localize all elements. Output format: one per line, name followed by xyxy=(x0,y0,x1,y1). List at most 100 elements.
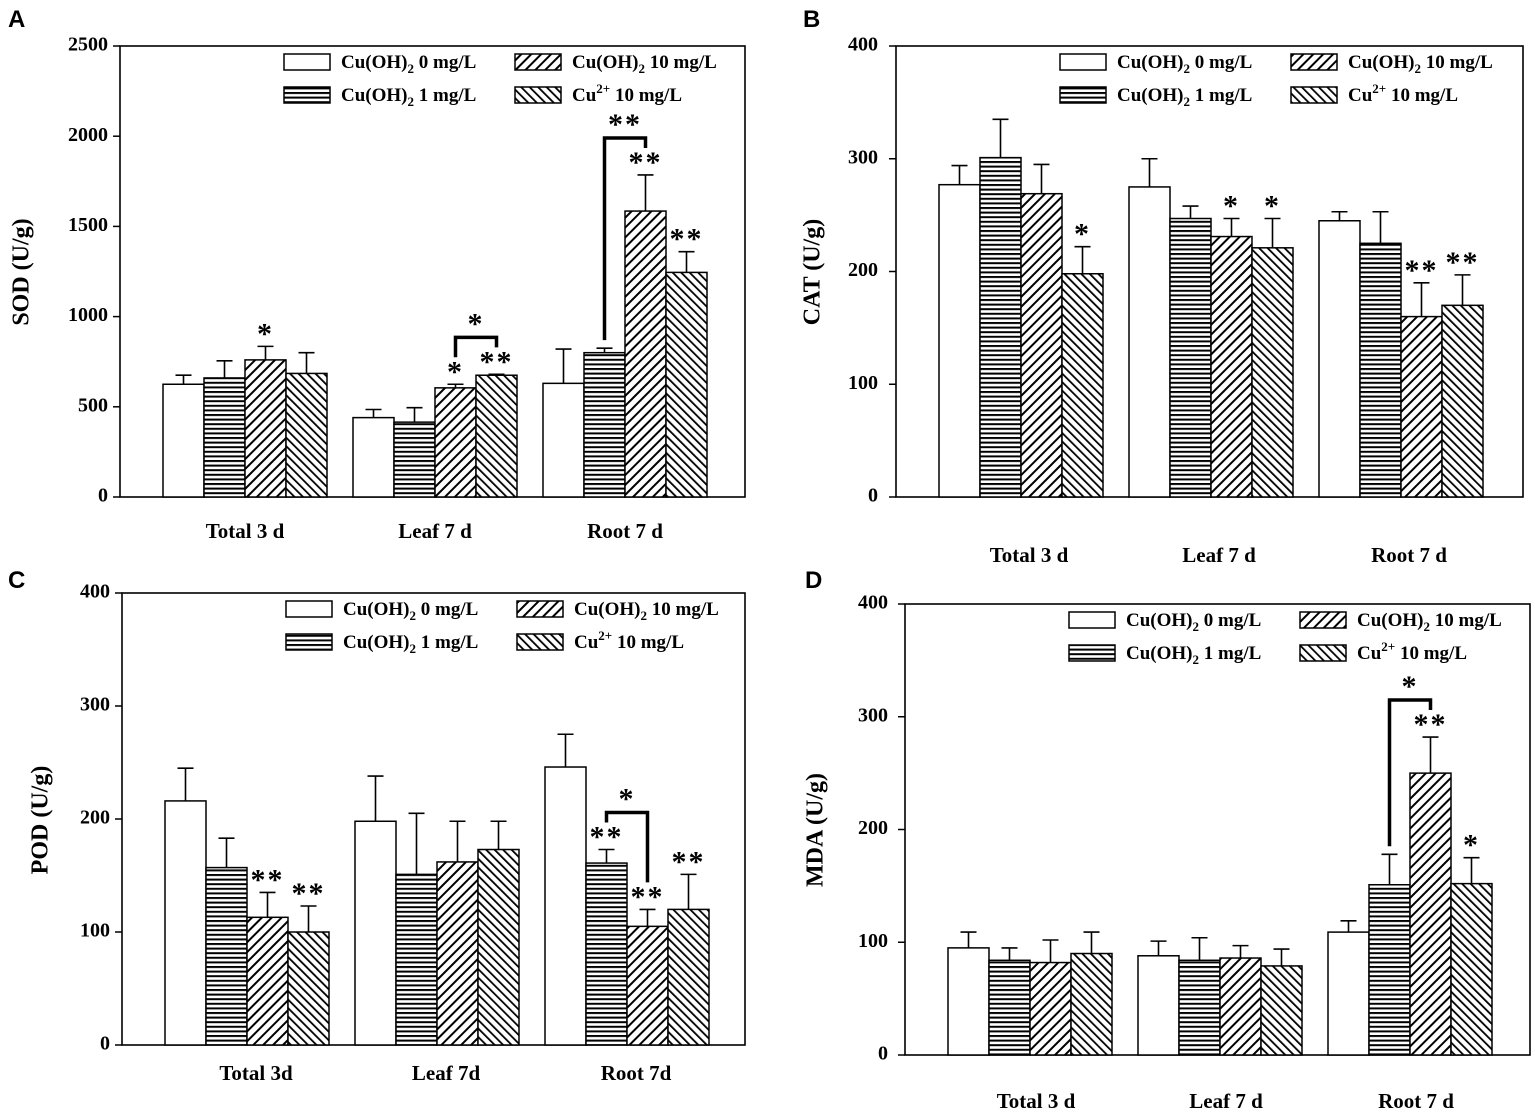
bar-cuoh2-10mg-1 xyxy=(436,861,479,1046)
bar-cu2plus-10mg-0 xyxy=(1061,273,1104,498)
legend-item: Cu(OH)2 10 mg/L xyxy=(1290,52,1493,76)
bar-cuoh2-10mg-1 xyxy=(1210,235,1253,498)
bar-cuoh2-1mg-0 xyxy=(205,866,248,1046)
legend-label: Cu(OH)2 10 mg/L xyxy=(572,52,717,76)
error-bar xyxy=(680,873,697,910)
y-tick-label: 400 xyxy=(858,592,888,614)
panel-letter: C xyxy=(8,567,25,594)
bar-cuoh2-10mg-0 xyxy=(1020,192,1063,498)
error-bar xyxy=(1273,948,1290,966)
error-bar xyxy=(216,359,233,378)
significance-marker: ** xyxy=(1414,708,1448,741)
category-label: Total 3 d xyxy=(990,543,1069,567)
legend-label-main: Cu(OH) xyxy=(574,599,641,620)
y-tick-label: 300 xyxy=(80,694,110,716)
significance-marker: ** xyxy=(480,345,514,378)
y-tick-label: 300 xyxy=(848,146,878,168)
legend-label-tail: 10 mg/L xyxy=(610,85,682,106)
error-bar xyxy=(1340,920,1357,933)
bar-cuoh2-1mg-2 xyxy=(583,351,626,498)
bar-cu2plus-10mg-0 xyxy=(287,931,330,1046)
significance-marker: * xyxy=(1264,190,1281,223)
category-label: Total 3 d xyxy=(206,519,285,543)
panel-letter: D xyxy=(805,567,822,594)
legend-label-main: Cu(OH) xyxy=(343,632,410,653)
category-label: Root 7 d xyxy=(587,519,663,543)
legend-label-main: Cu(OH) xyxy=(343,599,410,620)
legend-label-subscript: 2 xyxy=(408,61,415,76)
y-axis-label: MDA (U/g) xyxy=(803,773,829,887)
error-bar xyxy=(960,931,977,948)
legend-item: Cu(OH)2 1 mg/L xyxy=(283,85,476,109)
legend-label-tail: 10 mg/L xyxy=(647,599,719,620)
legend-label-subscript: 2 xyxy=(410,608,417,623)
legend-label-subscript: 2 xyxy=(641,608,648,623)
bar-cuoh2-1mg-0 xyxy=(988,959,1031,1056)
bar-cuoh2-1mg-1 xyxy=(1169,217,1212,498)
bar-cuoh2-0mg-1 xyxy=(1128,186,1171,498)
bar-cu2plus-10mg-1 xyxy=(1251,247,1294,498)
significance-marker: ** xyxy=(672,845,706,878)
y-tick-label: 2000 xyxy=(68,124,108,146)
bar-cu2plus-10mg-2 xyxy=(1450,882,1493,1056)
legend-label-tail: 10 mg/L xyxy=(1386,85,1458,106)
bar-cu2plus-10mg-1 xyxy=(1260,965,1303,1056)
legend-label-subscript: 2 xyxy=(1415,61,1422,76)
bar-cuoh2-10mg-1 xyxy=(1219,957,1262,1056)
y-axis-label: SOD (U/g) xyxy=(9,218,35,325)
error-bar xyxy=(1223,217,1240,237)
legend-label-subscript: 2 xyxy=(1193,619,1200,634)
bar-cuoh2-0mg-0 xyxy=(164,800,207,1046)
bar-cu2plus-10mg-1 xyxy=(477,848,520,1046)
error-bar xyxy=(406,406,423,423)
y-tick-label: 100 xyxy=(80,920,110,942)
bar-cuoh2-0mg-0 xyxy=(947,947,990,1056)
bar-cu2plus-10mg-2 xyxy=(667,908,710,1046)
bar-cuoh2-10mg-0 xyxy=(1029,961,1072,1056)
significance-marker: ** xyxy=(670,223,704,256)
error-bar xyxy=(447,383,464,388)
significance-marker: * xyxy=(1463,829,1480,862)
error-bar xyxy=(596,347,613,353)
error-bar xyxy=(1033,163,1050,194)
bar-cuoh2-1mg-0 xyxy=(979,156,1022,498)
legend-label-tail: 0 mg/L xyxy=(414,52,476,73)
legend-label-tail: 10 mg/L xyxy=(1421,52,1493,73)
error-bar xyxy=(259,891,276,918)
legend-label-main: Cu xyxy=(574,632,599,653)
bar-cu2plus-10mg-2 xyxy=(1441,304,1484,498)
significance-marker: ** xyxy=(631,880,665,913)
category-label: Leaf 7 d xyxy=(1189,1089,1263,1113)
category-label: Leaf 7 d xyxy=(398,519,472,543)
bracket-label: * xyxy=(1402,670,1419,703)
y-tick-label: 2500 xyxy=(68,34,108,56)
legend-item: Cu(OH)2 0 mg/L xyxy=(283,52,476,76)
bar-cuoh2-10mg-2 xyxy=(624,210,667,498)
legend-label: Cu(OH)2 10 mg/L xyxy=(1357,610,1502,634)
error-bar xyxy=(1232,944,1249,959)
significance-marker: * xyxy=(257,317,274,350)
error-bar xyxy=(1463,856,1480,884)
significance-marker: ** xyxy=(251,863,285,896)
legend-item: Cu2+ 10 mg/L xyxy=(1290,81,1458,106)
legend-label-tail: 10 mg/L xyxy=(1430,610,1502,631)
error-bar xyxy=(218,837,235,868)
bar-cuoh2-1mg-1 xyxy=(1178,959,1221,1056)
error-bar xyxy=(992,118,1009,158)
bar-cu2plus-10mg-1 xyxy=(475,374,518,498)
y-tick-label: 0 xyxy=(98,485,108,507)
significance-bracket xyxy=(602,136,648,341)
legend-label-main: Cu(OH) xyxy=(341,85,408,106)
legend-item: Cu2+ 10 mg/L xyxy=(516,628,684,653)
legend-label-tail: 1 mg/L xyxy=(414,85,476,106)
y-tick-label: 400 xyxy=(848,34,878,56)
legend-label: Cu(OH)2 0 mg/L xyxy=(1117,52,1252,76)
category-label: Root 7d xyxy=(601,1061,672,1085)
legend-label: Cu2+ 10 mg/L xyxy=(1348,81,1458,106)
legend-label-tail: 1 mg/L xyxy=(416,632,478,653)
error-bar xyxy=(408,812,425,875)
significance-marker: ** xyxy=(590,821,624,854)
legend-swatch xyxy=(1290,53,1338,71)
legend-label-subscript: 2 xyxy=(1424,619,1431,634)
legend-label-subscript: 2 xyxy=(408,94,415,109)
